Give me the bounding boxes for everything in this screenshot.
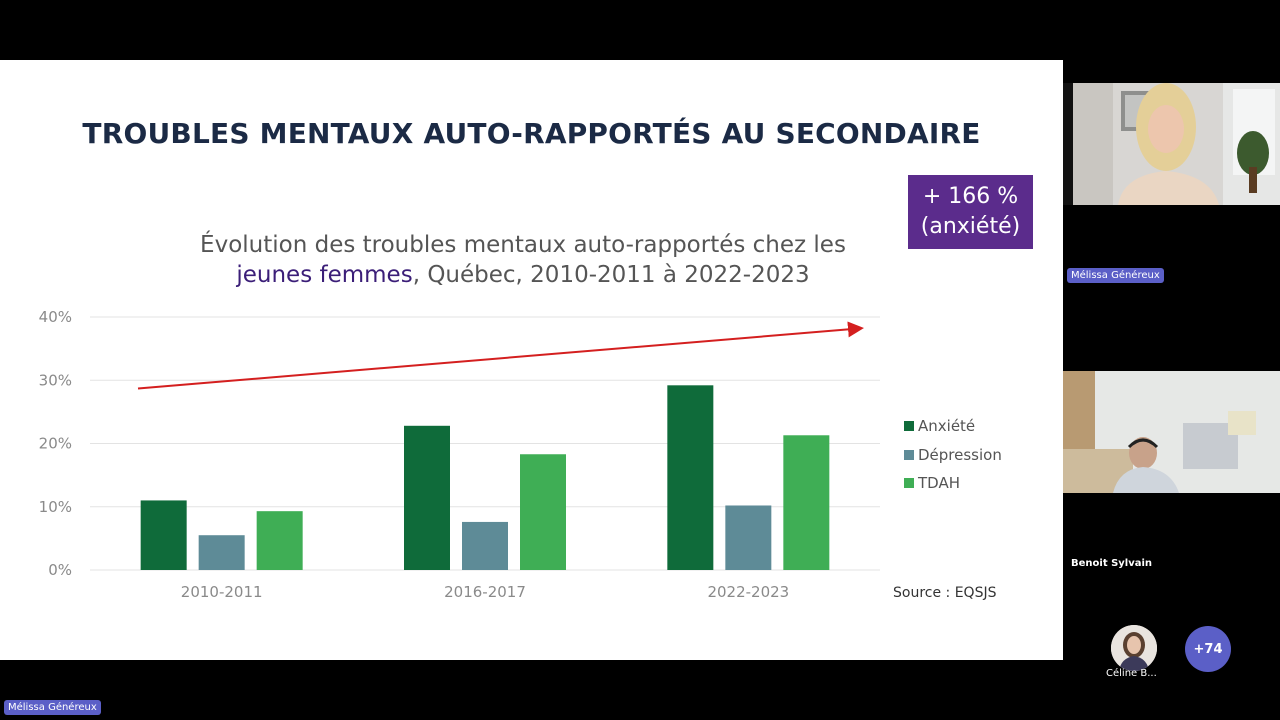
legend-label-depression: Dépression — [918, 445, 1002, 464]
bar-anxiete-2022-2023 — [667, 385, 714, 570]
legend-label-anxiete: Anxiété — [918, 417, 976, 436]
participant-video-1[interactable] — [1063, 83, 1280, 205]
legend-item-anxiete: Anxiété — [904, 412, 1002, 441]
chart-subtitle: Évolution des troubles mentaux auto-rapp… — [150, 230, 896, 290]
bar-chart: 0% 10% 20% 30% 40% 2010-2011 2016-2017 2022-202… — [39, 308, 880, 601]
participant-name-2: Benoit Sylvain — [1071, 558, 1153, 569]
y-tick-label: 0% — [48, 561, 72, 579]
bar-depression-2010-2011 — [198, 535, 245, 570]
slide-title: TROUBLES MENTAUX AUTO-RAPPORTÉS AU SECON… — [82, 117, 981, 150]
legend-label-tdah: TDAH — [918, 474, 960, 493]
bar-depression-2022-2023 — [725, 505, 772, 570]
bar-tdah-2016-2017 — [520, 454, 566, 570]
anxiety-increase-badge: + 166 % (anxiété) — [908, 175, 1033, 249]
y-tick-label: 10% — [39, 498, 72, 516]
badge-value: + 166 % — [922, 184, 1019, 209]
participant-name-1: Mélissa Généreux — [1067, 268, 1164, 283]
x-tick-label: 2022-2023 — [707, 583, 789, 601]
participant-video-1-feed — [1063, 83, 1280, 205]
y-tick-label: 40% — [39, 308, 72, 326]
y-tick-label: 30% — [39, 371, 72, 389]
legend-swatch-tdah — [904, 478, 914, 489]
subtitle-highlight: jeunes femmes — [236, 262, 413, 288]
trend-arrow — [137, 321, 864, 390]
legend-item-depression: Dépression — [904, 441, 1002, 470]
x-tick-label: 2016-2017 — [444, 583, 526, 601]
participant-name-3: Céline B... — [1106, 668, 1157, 679]
bar-anxiete-2016-2017 — [404, 425, 450, 570]
participant-avatar-3-image — [1111, 625, 1157, 671]
subtitle-rest: , Québec, 2010-2011 à 2022-2023 — [412, 262, 810, 288]
participant-video-2-feed — [1063, 371, 1280, 493]
source-note: Source : EQSJS — [893, 585, 997, 601]
presenter-label: Mélissa Généreux — [4, 700, 101, 715]
legend-swatch-depression — [904, 449, 914, 460]
participant-avatar-3[interactable] — [1111, 625, 1157, 671]
badge-label: (anxiété) — [920, 214, 1021, 239]
legend-swatch-anxiete — [904, 421, 914, 432]
chart-legend: Anxiété Dépression TDAH — [904, 412, 1002, 498]
bar-tdah-2022-2023 — [783, 435, 830, 570]
bar-depression-2016-2017 — [462, 521, 508, 570]
more-participants-button[interactable]: +74 — [1185, 626, 1231, 672]
bar-tdah-2010-2011 — [256, 511, 303, 570]
x-tick-label: 2010-2011 — [181, 583, 263, 601]
shared-slide: TROUBLES MENTAUX AUTO-RAPPORTÉS AU SECON… — [0, 60, 1063, 660]
y-tick-label: 20% — [39, 435, 72, 453]
bar-anxiete-2010-2011 — [140, 500, 187, 570]
legend-item-tdah: TDAH — [904, 469, 1002, 498]
participant-video-2[interactable] — [1063, 371, 1280, 493]
subtitle-line1: Évolution des troubles mentaux auto-rapp… — [200, 232, 846, 258]
